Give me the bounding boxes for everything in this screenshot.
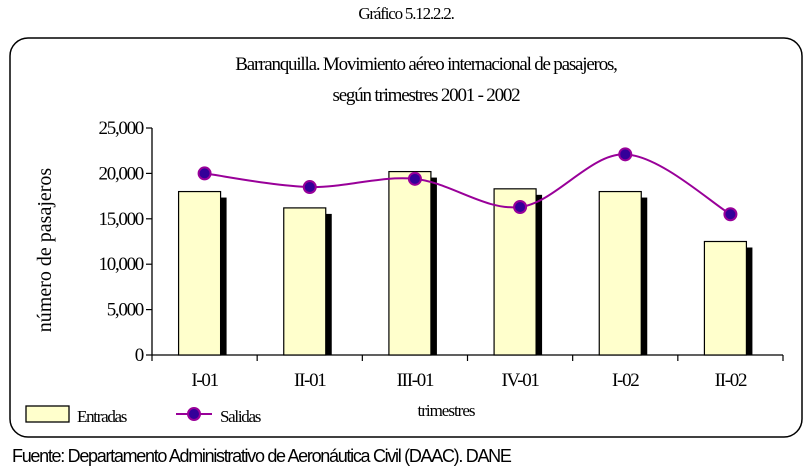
legend-swatch-salidas-marker — [187, 407, 201, 421]
y-tick-label: 15,000 — [99, 209, 144, 230]
bar — [598, 190, 642, 356]
legend-swatch-entradas — [25, 405, 70, 423]
line-point — [407, 171, 422, 186]
line-point — [513, 199, 528, 214]
y-tick-label: 0 — [135, 345, 144, 366]
line-point — [197, 166, 212, 181]
legend-label-entradas: Entradas — [77, 407, 127, 426]
line-point — [302, 180, 317, 195]
legend-label-salidas: Salidas — [220, 407, 261, 426]
line-point — [618, 147, 633, 162]
figure-label: Gráfico 5.12.2.2. — [358, 4, 454, 23]
bar — [388, 170, 432, 356]
y-tick-label: 10,000 — [99, 254, 144, 275]
line-point — [723, 207, 738, 222]
x-axis-label: trimestres — [417, 401, 474, 420]
x-tick-label: I-01 — [191, 370, 218, 391]
x-tick-label: II-02 — [715, 370, 747, 391]
y-tick-label: 25,000 — [99, 118, 144, 139]
y-tick-label: 20,000 — [99, 163, 144, 184]
y-axis-label: número de pasajeros — [34, 168, 56, 333]
x-tick-label: I-02 — [612, 370, 639, 391]
x-tick-label: IV-01 — [502, 370, 540, 391]
y-tick-label: 5,000 — [107, 300, 144, 321]
bar — [177, 190, 222, 356]
legend: Entradas Salidas — [25, 405, 262, 426]
series-line-salidas — [204, 153, 731, 216]
chart: Barranquilla. Movimiento aéreo internaci… — [9, 37, 803, 438]
bar — [283, 207, 327, 356]
chart-title-line-2: según trimestres 2001 - 2002 — [333, 85, 521, 106]
plot-area: 0 5,000 10,000 15,000 20,000 25,000 I-01 II-01 I… — [99, 118, 784, 391]
chart-title-line-1: Barranquilla. Movimiento aéreo internaci… — [235, 54, 617, 75]
x-tick-label: II-01 — [294, 370, 326, 391]
bar — [493, 188, 537, 356]
source-note: Fuente: Departamento Administrativo de A… — [12, 446, 512, 466]
bar — [703, 240, 748, 356]
x-tick-label: III-01 — [397, 370, 434, 391]
